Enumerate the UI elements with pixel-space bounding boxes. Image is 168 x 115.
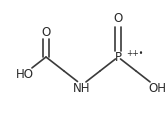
Text: NH: NH [73,82,91,95]
Text: OH: OH [148,82,166,95]
Text: HO: HO [16,68,34,81]
Text: O: O [41,26,51,39]
Text: O: O [113,12,123,25]
Text: ++•: ++• [126,49,143,58]
Text: P: P [115,51,121,64]
